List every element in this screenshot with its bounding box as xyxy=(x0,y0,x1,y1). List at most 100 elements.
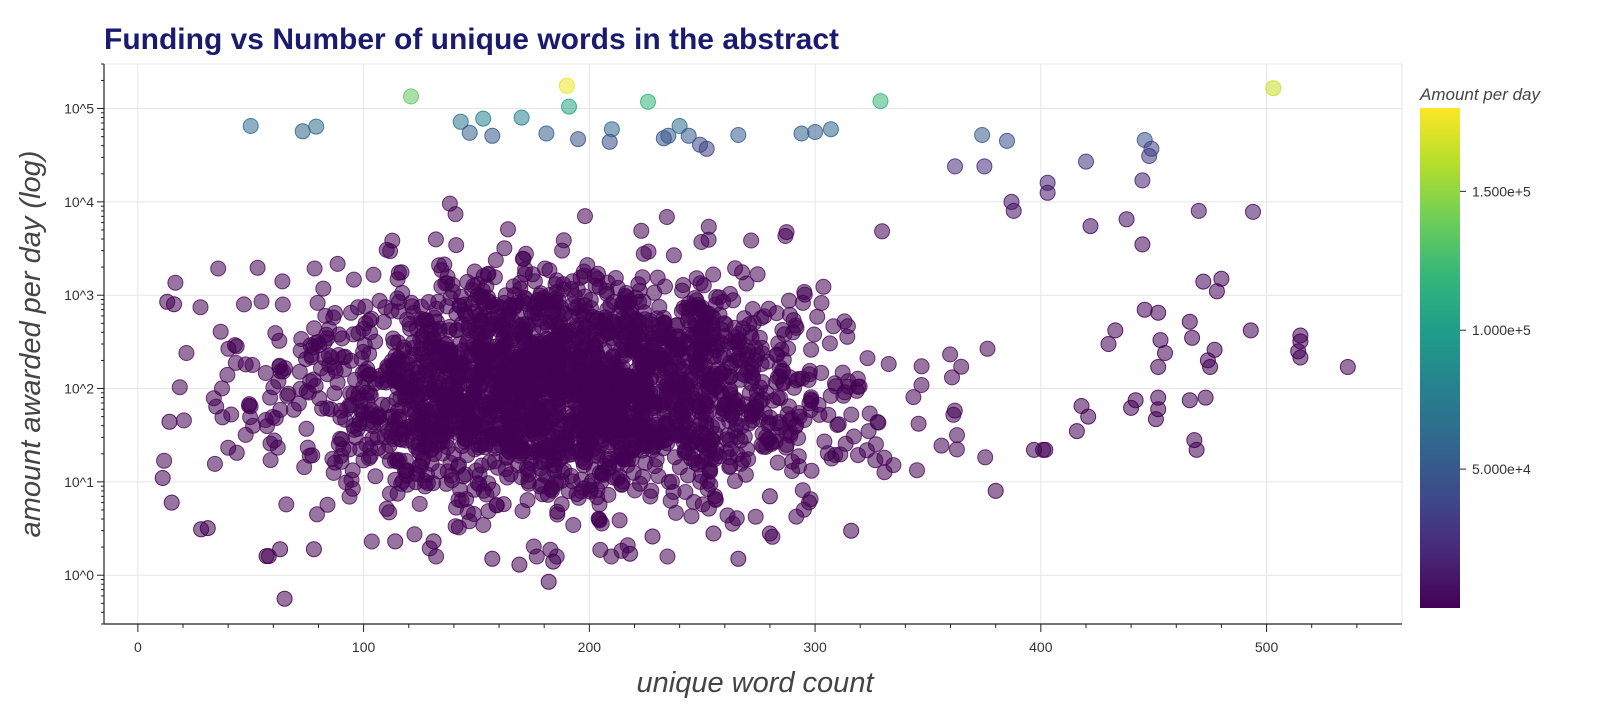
data-point xyxy=(605,469,622,486)
data-point xyxy=(556,462,573,479)
data-point xyxy=(274,296,291,313)
data-point xyxy=(175,412,192,429)
data-point xyxy=(743,364,760,381)
data-point xyxy=(655,326,672,343)
data-point xyxy=(811,406,828,423)
data-point xyxy=(655,394,672,411)
data-point xyxy=(236,296,252,313)
data-point xyxy=(1181,313,1198,330)
data-point xyxy=(999,132,1015,149)
data-point xyxy=(416,438,433,455)
data-point xyxy=(540,573,557,590)
data-point xyxy=(1078,153,1094,170)
data-point xyxy=(475,343,492,360)
data-point xyxy=(448,237,465,254)
data-point xyxy=(754,374,771,391)
data-point xyxy=(475,110,492,127)
data-point xyxy=(418,384,435,401)
data-point xyxy=(631,419,648,436)
data-point xyxy=(945,406,962,423)
data-point xyxy=(660,474,677,490)
data-point xyxy=(617,328,634,345)
data-point xyxy=(199,520,216,537)
data-point xyxy=(504,361,520,378)
data-point xyxy=(602,423,619,440)
data-point xyxy=(944,369,960,386)
x-tick-label: 300 xyxy=(803,639,827,655)
data-point xyxy=(830,416,847,433)
data-point xyxy=(1202,359,1219,375)
data-point xyxy=(823,450,840,467)
data-point xyxy=(633,222,650,239)
data-point xyxy=(262,452,279,469)
data-point xyxy=(698,140,715,157)
data-point xyxy=(664,336,681,353)
data-point xyxy=(440,402,456,419)
data-point xyxy=(356,336,373,353)
data-point xyxy=(1265,80,1282,97)
data-point xyxy=(719,507,736,524)
data-point xyxy=(220,439,237,456)
data-point xyxy=(167,274,184,291)
data-point xyxy=(595,392,612,409)
data-point xyxy=(736,310,753,327)
data-point xyxy=(237,356,254,373)
data-point xyxy=(487,252,504,269)
data-point xyxy=(880,356,897,372)
data-point xyxy=(632,325,649,342)
data-point xyxy=(700,218,717,235)
data-point xyxy=(785,312,802,329)
data-point xyxy=(1197,389,1214,406)
data-point xyxy=(1292,349,1309,366)
data-point xyxy=(272,541,289,558)
data-point xyxy=(298,420,315,437)
data-point xyxy=(743,329,760,346)
data-point xyxy=(401,315,418,332)
data-point xyxy=(516,266,533,283)
data-point xyxy=(242,409,259,426)
data-point xyxy=(448,368,465,385)
data-point xyxy=(591,314,608,331)
data-point xyxy=(384,232,401,249)
data-point xyxy=(660,127,677,144)
data-point xyxy=(528,548,545,565)
data-point xyxy=(547,331,564,348)
data-point xyxy=(357,298,374,315)
data-point xyxy=(948,441,965,458)
data-point xyxy=(477,439,494,456)
data-point xyxy=(659,548,676,565)
data-point xyxy=(214,409,231,426)
data-point xyxy=(257,365,274,381)
data-point xyxy=(406,526,423,543)
data-point xyxy=(1005,202,1022,219)
data-point xyxy=(532,478,549,495)
data-point xyxy=(642,370,659,387)
data-point xyxy=(727,260,744,277)
data-point xyxy=(816,433,833,450)
data-point xyxy=(949,427,965,444)
data-point xyxy=(385,334,402,351)
data-point xyxy=(459,447,476,464)
data-point xyxy=(586,366,603,383)
x-tick-label: 400 xyxy=(1029,639,1053,655)
data-point xyxy=(787,418,804,435)
data-point xyxy=(494,319,511,336)
data-point xyxy=(214,380,230,397)
data-point xyxy=(504,344,521,361)
data-point xyxy=(554,242,571,259)
data-point xyxy=(772,419,789,436)
data-point xyxy=(242,118,259,134)
data-point xyxy=(315,280,332,297)
data-point xyxy=(705,266,722,283)
y-tick-label: 10^1 xyxy=(64,474,94,490)
data-point xyxy=(389,485,406,502)
colorbar-tick-label: 1.000e+5 xyxy=(1472,322,1531,338)
x-tick-label: 0 xyxy=(134,639,142,655)
data-point xyxy=(501,400,517,417)
data-point xyxy=(976,158,993,175)
data-point xyxy=(492,385,509,402)
data-point xyxy=(161,413,178,430)
data-point xyxy=(913,377,930,393)
data-point xyxy=(770,335,787,352)
